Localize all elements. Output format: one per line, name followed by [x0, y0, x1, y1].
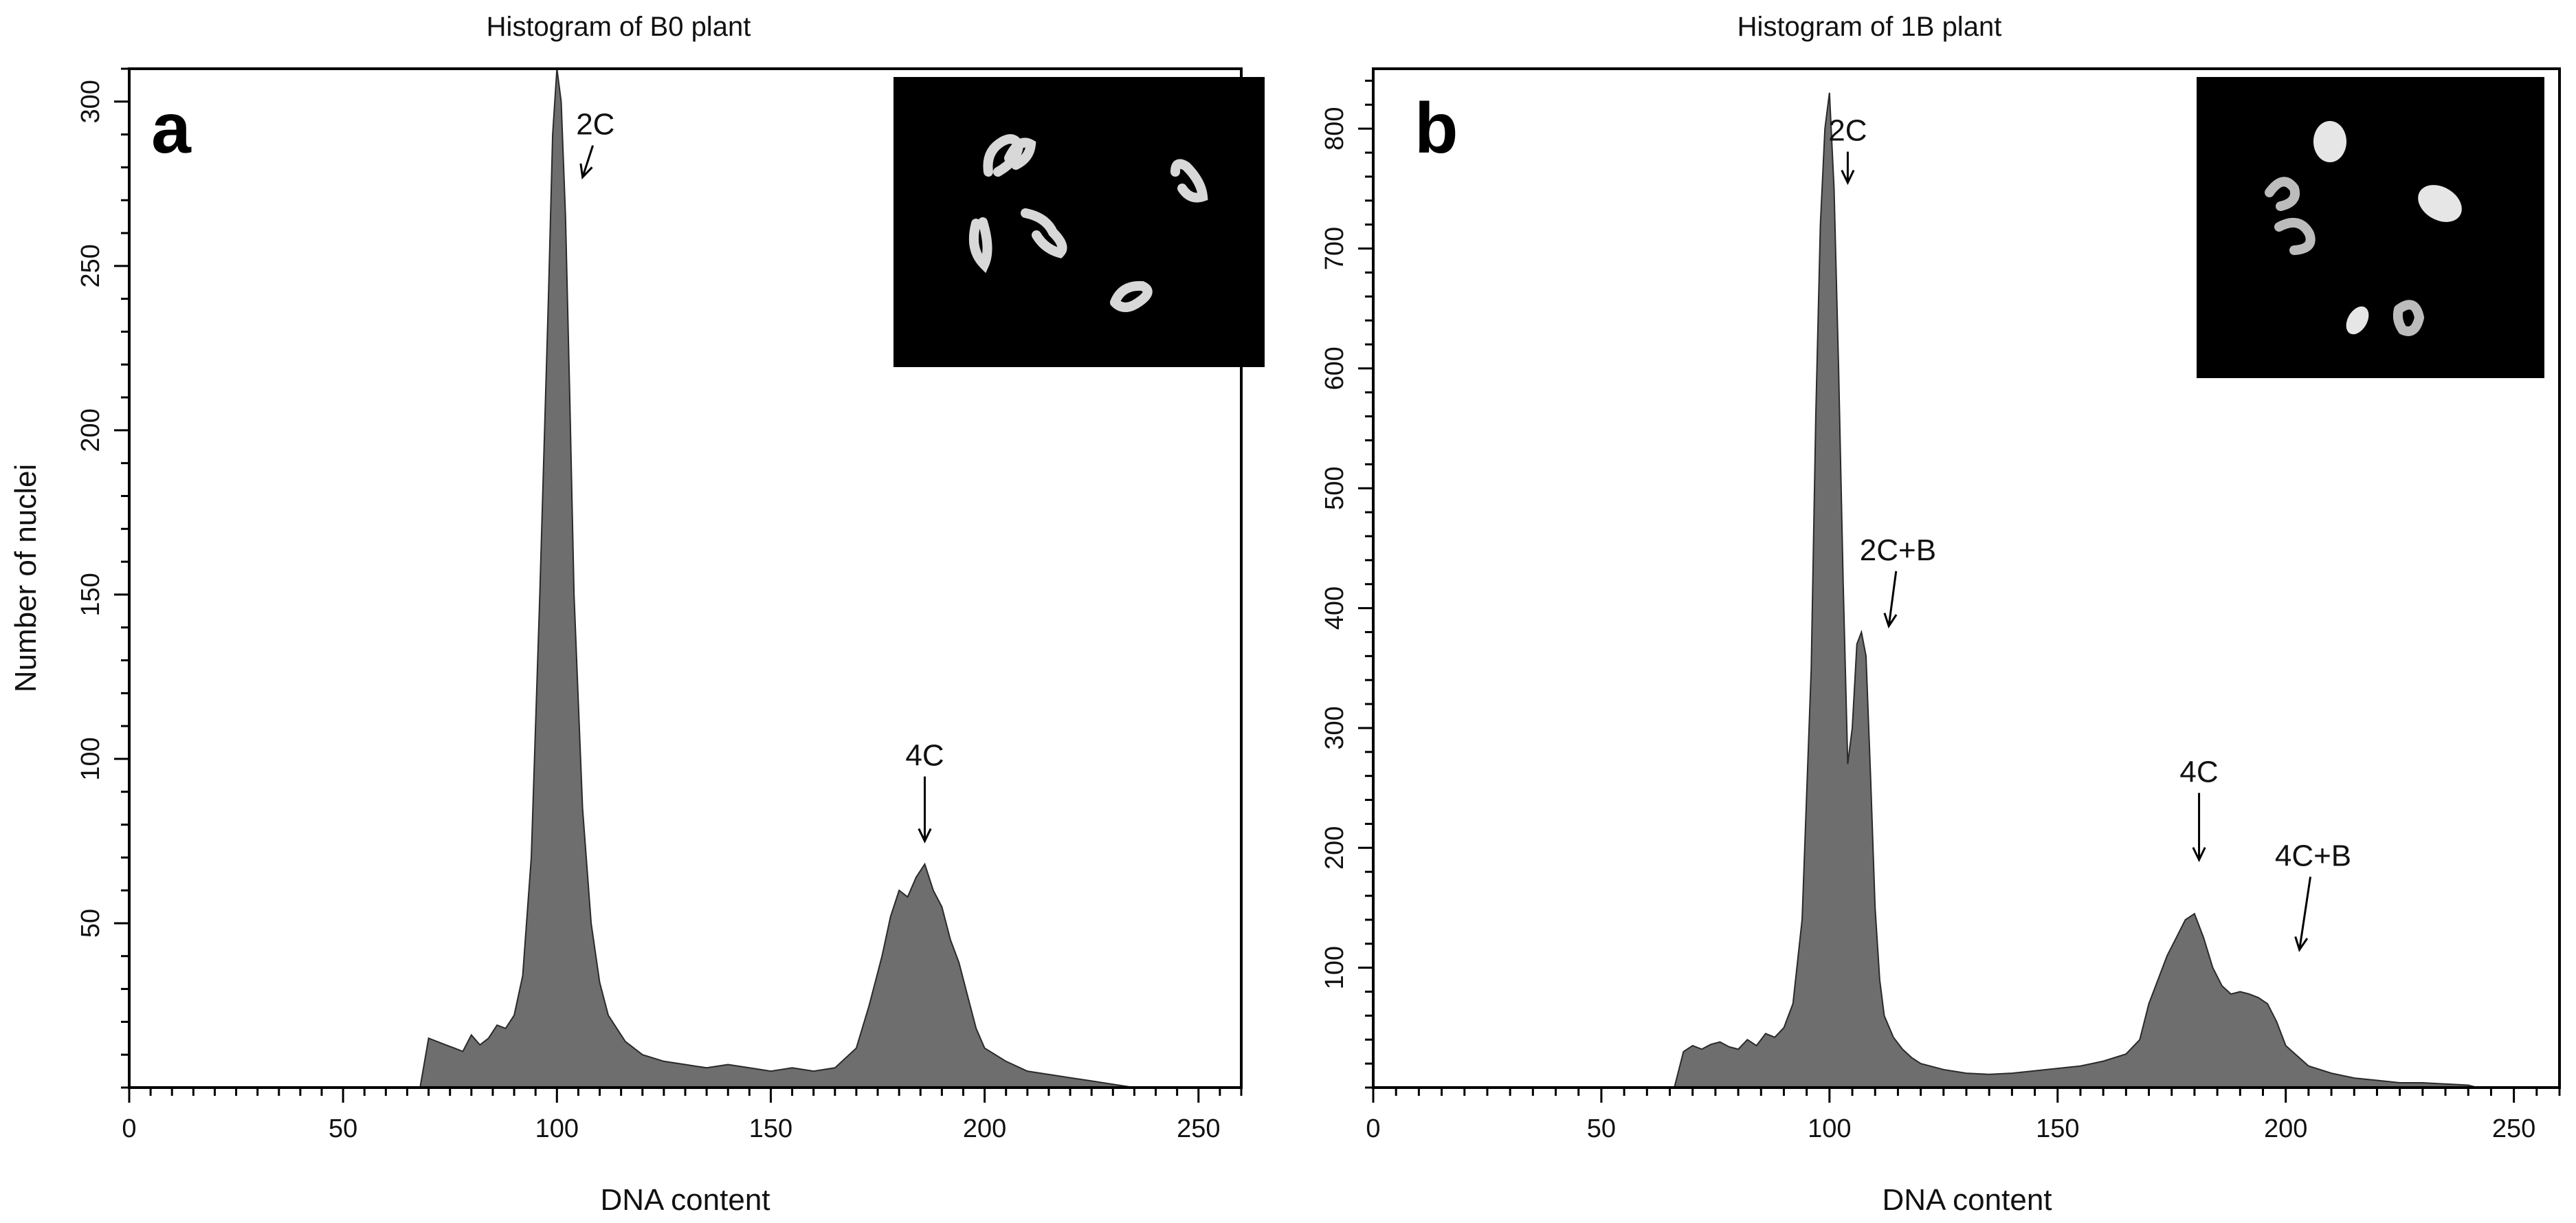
x-tick-label: 50 — [329, 1114, 357, 1143]
x-tick-label: 200 — [963, 1114, 1006, 1143]
annotation-arrowhead — [918, 828, 932, 844]
annotation-arrow — [581, 145, 595, 178]
y-tick-label: 600 — [1320, 346, 1349, 390]
x-tick-label: 0 — [122, 1114, 136, 1143]
panel-b-y-axis: 100 200 300 400 500 600 700 800 — [1320, 79, 1373, 1089]
annotation-arrowhead — [1841, 169, 1855, 186]
panel-a: Histogram of B0 plant 0 50 100 150 200 250 50… — [9, 12, 1265, 1217]
panel-a-inset-micrograph — [893, 77, 1265, 367]
panel-a-title: Histogram of B0 plant — [487, 12, 751, 42]
chromosome-shape — [1170, 159, 1208, 203]
peak-label: 2C+B — [1860, 533, 1936, 567]
chromosome-shape — [2313, 121, 2346, 162]
chromosome-shape — [2346, 306, 2369, 335]
y-tick-label: 200 — [1320, 826, 1349, 870]
x-tick-label: 150 — [749, 1114, 792, 1143]
y-tick-label: 100 — [1320, 946, 1349, 989]
panel-b-inset-micrograph — [2197, 77, 2544, 378]
panel-a-plot: 0 50 100 150 200 250 50 100 150 200 250 300 — [76, 67, 1243, 1143]
x-tick-label: 50 — [1587, 1114, 1616, 1143]
y-tick-label: 200 — [76, 408, 105, 452]
chromosome-shape — [2418, 185, 2462, 222]
chromosome-shape — [2392, 300, 2425, 336]
panel-b-letter: b — [1414, 89, 1458, 168]
panel-b-annotations: 2C 2C+B 4C 4C+B — [1828, 114, 2351, 952]
y-tick-label: 150 — [76, 573, 105, 616]
chromosome-shape — [2265, 177, 2300, 211]
x-tick-label: 150 — [2036, 1114, 2079, 1143]
panel-a-histogram-area — [419, 68, 1139, 1088]
x-tick-label: 100 — [1808, 1114, 1851, 1143]
peak-label: 4C — [905, 738, 944, 772]
peak-label: 4C+B — [2275, 839, 2351, 872]
x-tick-label: 250 — [1177, 1114, 1220, 1143]
panel-a-x-axis-label: DNA content — [600, 1183, 770, 1217]
annotation-arrowhead — [2192, 847, 2206, 863]
y-tick-label: 250 — [76, 244, 105, 287]
y-tick-label: 400 — [1320, 586, 1349, 630]
chromosome-shape — [2274, 217, 2316, 255]
annotation-arrow — [2298, 877, 2312, 950]
x-tick-label: 0 — [1366, 1114, 1380, 1143]
panel-b-x-axis: 0 50 100 150 200 250 — [1366, 1088, 2561, 1143]
peak-label: 2C — [576, 108, 614, 142]
annotation-arrow — [1887, 571, 1898, 626]
y-tick-label: 700 — [1320, 227, 1349, 270]
y-tick-label: 800 — [1320, 107, 1349, 150]
panel-a-y-axis: 50 100 150 200 250 300 — [76, 67, 129, 1089]
panel-b-plot: 0 50 100 150 200 250 100 200 300 400 500 600 700 800 — [1320, 67, 2561, 1143]
x-tick-label: 100 — [535, 1114, 579, 1143]
panel-a-letter: a — [151, 89, 192, 168]
peak-label: 4C — [2179, 755, 2218, 789]
chromosome-shape — [1004, 137, 1036, 170]
chromosome-shape — [968, 217, 992, 274]
x-tick-label: 250 — [2492, 1114, 2535, 1143]
panel-b: Histogram of 1B plant 0 50 100 150 200 250 10… — [1320, 12, 2561, 1217]
y-tick-label: 50 — [76, 909, 105, 938]
y-tick-label: 300 — [1320, 706, 1349, 749]
chromosome-shape — [1021, 208, 1067, 258]
panel-a-annotations: 2C 4C — [576, 108, 944, 844]
peak-label: 2C — [1828, 114, 1867, 148]
annotation-arrowhead — [1883, 613, 1898, 629]
panel-b-histogram-area — [1673, 92, 2478, 1088]
chromosome-shape — [1110, 280, 1153, 312]
y-tick-label: 500 — [1320, 467, 1349, 510]
annotation-arrowhead — [579, 163, 593, 180]
panel-b-title: Histogram of 1B plant — [1737, 12, 2002, 42]
x-tick-label: 200 — [2264, 1114, 2307, 1143]
panel-b-x-axis-label: DNA content — [1882, 1183, 2052, 1217]
annotation-arrowhead — [2294, 936, 2309, 952]
panel-a-x-axis: 0 50 100 150 200 250 — [122, 1088, 1243, 1143]
panel-a-y-axis-label: Number of nuclei — [9, 464, 43, 693]
y-tick-label: 300 — [76, 80, 105, 123]
y-tick-label: 100 — [76, 737, 105, 780]
